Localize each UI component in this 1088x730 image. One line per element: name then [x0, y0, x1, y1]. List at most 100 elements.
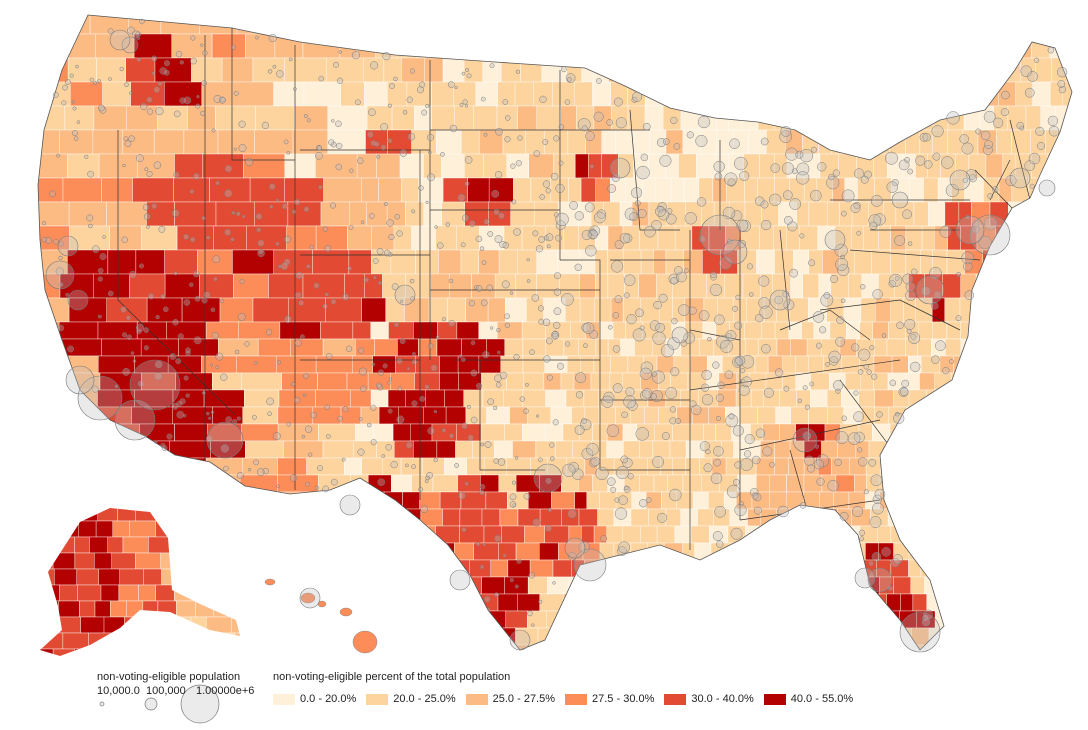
county-cell — [254, 129, 294, 155]
population-bubble — [631, 96, 638, 103]
county-cell — [660, 576, 678, 595]
county-cell — [452, 33, 476, 59]
population-bubble — [596, 78, 602, 84]
color-swatch — [565, 693, 588, 705]
population-bubble — [606, 119, 613, 126]
population-bubble — [326, 434, 331, 439]
size-legend-label-small: 10,000.0 — [97, 685, 140, 697]
county-cell — [985, 153, 1003, 179]
county-cell — [563, 225, 580, 251]
population-bubble — [387, 138, 393, 144]
county-cell — [1040, 355, 1059, 374]
population-bubble — [618, 541, 630, 554]
population-bubble — [317, 145, 322, 151]
population-bubble — [829, 274, 839, 284]
population-bubble — [220, 444, 229, 453]
county-cell — [38, 338, 61, 357]
population-bubble — [476, 542, 481, 547]
county-cell — [441, 153, 465, 179]
population-bubble — [220, 373, 228, 381]
county-cell — [1066, 576, 1072, 595]
county-cell — [698, 627, 716, 646]
population-bubble — [714, 172, 723, 181]
county-cell — [808, 406, 828, 425]
population-bubble — [811, 146, 817, 153]
county-cell — [996, 129, 1012, 155]
population-bubble — [731, 210, 743, 222]
county-cell — [638, 273, 657, 299]
county-cell — [413, 440, 438, 459]
county-cell — [1022, 440, 1039, 459]
county-cell — [205, 616, 232, 634]
county-cell — [552, 559, 572, 578]
population-bubble — [640, 153, 649, 162]
population-bubble — [607, 477, 616, 486]
population-bubble — [705, 448, 711, 455]
county-cell — [100, 491, 140, 510]
population-bubble — [330, 299, 337, 305]
county-cell — [579, 297, 595, 323]
county-cell — [873, 355, 893, 374]
population-bubble — [382, 363, 388, 369]
county-cell — [59, 129, 94, 155]
population-bubble — [1020, 65, 1032, 77]
population-bubble — [295, 271, 303, 280]
county-cell — [288, 297, 326, 323]
county-cell — [678, 153, 697, 179]
county-cell — [1051, 321, 1065, 340]
county-cell — [973, 644, 993, 650]
county-cell — [805, 105, 822, 131]
population-bubble — [337, 415, 343, 422]
county-cell — [62, 423, 104, 442]
county-cell — [1001, 457, 1017, 476]
county-cell — [523, 372, 545, 391]
county-cell — [956, 33, 971, 59]
color-legend-label: 20.0 - 25.0% — [393, 693, 456, 705]
population-bubble — [614, 497, 620, 503]
county-cell — [964, 491, 980, 510]
county-cell — [921, 491, 937, 510]
county-cell — [512, 440, 537, 459]
population-bubble — [447, 81, 455, 88]
population-bubble — [129, 91, 133, 95]
county-cell — [1068, 105, 1072, 131]
population-bubble — [396, 230, 403, 237]
population-bubble — [136, 57, 142, 62]
county-cell — [742, 576, 757, 595]
population-bubble — [502, 553, 507, 558]
population-bubble — [537, 305, 545, 312]
county-cell — [89, 536, 109, 554]
county-cell — [652, 440, 671, 459]
population-bubble — [427, 343, 434, 349]
population-bubble — [399, 338, 406, 345]
county-cell — [432, 474, 458, 493]
population-bubble — [853, 431, 865, 443]
county-cell — [40, 584, 60, 602]
county-cell — [902, 508, 918, 527]
population-bubble — [760, 137, 769, 146]
county-cell — [754, 355, 769, 374]
county-cell — [1000, 508, 1015, 527]
county-cell — [187, 105, 216, 131]
size-legend-circle — [180, 684, 220, 724]
county-cell — [782, 355, 796, 374]
population-bubble — [494, 235, 503, 244]
population-bubble — [942, 366, 950, 375]
county-cell — [38, 201, 70, 227]
population-bubble — [268, 34, 277, 43]
county-cell — [423, 201, 442, 227]
population-bubble — [253, 360, 258, 365]
county-cell — [1018, 423, 1038, 442]
county-cell — [159, 632, 176, 650]
county-cell — [773, 576, 790, 595]
population-bubble — [753, 506, 762, 515]
population-bubble — [924, 160, 933, 169]
county-cell — [908, 542, 923, 561]
population-bubble — [56, 153, 61, 158]
population-bubble — [709, 283, 723, 297]
population-bubble — [244, 341, 250, 347]
size-legend-circle — [144, 697, 158, 711]
population-bubble — [374, 141, 380, 147]
county-cell — [1012, 542, 1028, 561]
county-cell — [418, 338, 438, 357]
